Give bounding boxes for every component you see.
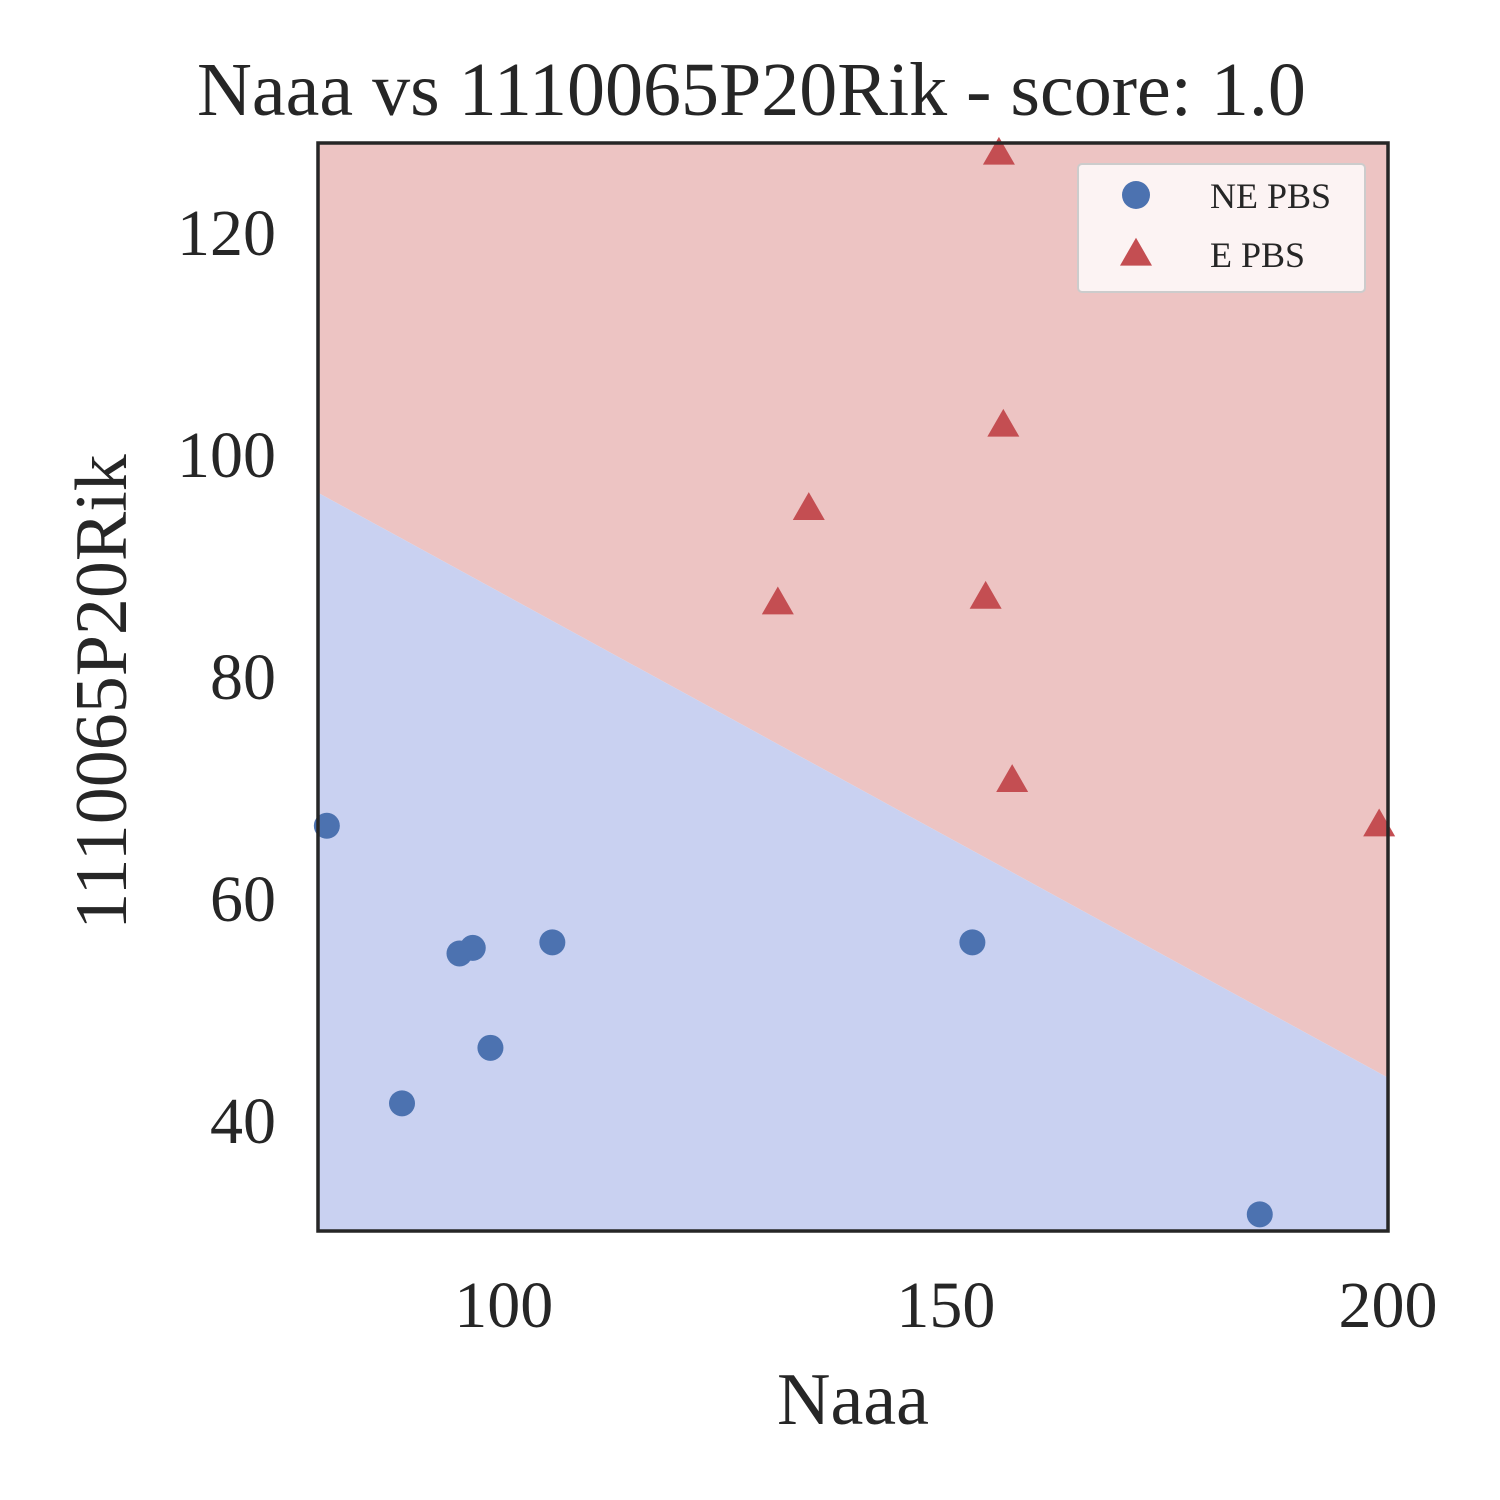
point-e-pbs-2 <box>792 492 825 520</box>
point-ne-pbs-6 <box>539 929 566 956</box>
y-tick-label-40: 40 <box>210 1085 276 1158</box>
point-e-pbs-1 <box>761 586 794 615</box>
data-points <box>313 136 1396 1228</box>
y-tick-label-100: 100 <box>177 419 276 492</box>
legend-marker-ne-pbs <box>1122 181 1150 209</box>
legend-label-ne-pbs: NE PBS <box>1210 176 1331 216</box>
y-tick-label-120: 120 <box>177 197 276 270</box>
decision-region-ne-pbs <box>318 492 1388 1231</box>
y-tick-label-80: 80 <box>210 641 276 714</box>
y-tick-label-60: 60 <box>210 863 276 936</box>
x-tick-labels: 100 150 200 <box>454 1269 1437 1342</box>
plot-frame <box>316 141 1390 1233</box>
plot-area <box>318 143 1388 1231</box>
x-tick-label-200: 200 <box>1339 1269 1438 1342</box>
point-ne-pbs-5 <box>477 1034 504 1061</box>
x-axis-label: Naaa <box>777 1359 929 1441</box>
point-e-pbs-4 <box>982 136 1015 165</box>
legend-marker-e-pbs <box>1120 237 1152 266</box>
point-ne-pbs-2 <box>389 1090 416 1117</box>
legend-label-e-pbs: E PBS <box>1210 235 1305 275</box>
decision-region-e-pbs <box>318 143 1388 1078</box>
point-ne-pbs-7 <box>959 929 986 956</box>
point-ne-pbs-1 <box>313 812 340 839</box>
x-tick-label-150: 150 <box>896 1269 995 1342</box>
x-tick-label-100: 100 <box>454 1269 553 1342</box>
point-e-pbs-3 <box>969 580 1002 609</box>
y-axis-label: 1110065P20Rik <box>61 454 143 930</box>
y-tick-labels: 40 60 80 100 120 <box>177 197 276 1158</box>
point-e-pbs-6 <box>996 764 1029 792</box>
point-ne-pbs-4 <box>459 934 486 961</box>
legend: NE PBS E PBS <box>1077 163 1366 293</box>
point-e-pbs-5 <box>987 408 1020 437</box>
point-ne-pbs-8 <box>1246 1201 1273 1228</box>
chart-title: Naaa vs 1110065P20Rik - score: 1.0 <box>197 48 1306 132</box>
